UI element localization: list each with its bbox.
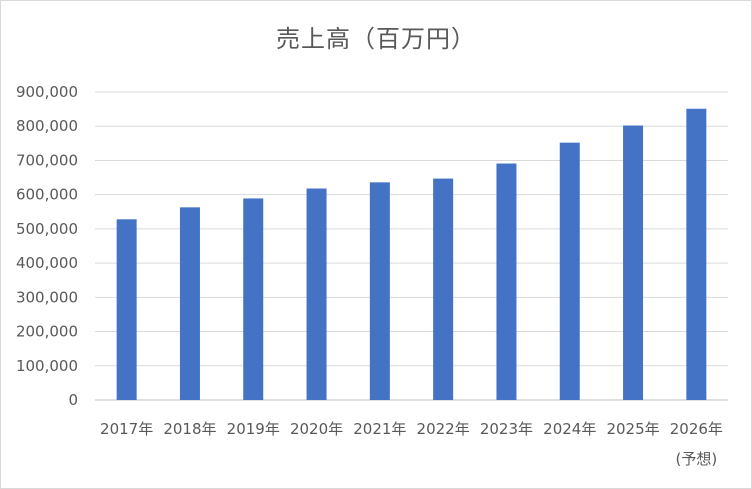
bar bbox=[243, 198, 264, 400]
x-tick-label: 2021年 bbox=[353, 420, 406, 438]
bar bbox=[433, 178, 454, 400]
bar bbox=[623, 125, 644, 400]
x-tick-note: (予想) bbox=[675, 450, 717, 468]
bar bbox=[369, 182, 390, 400]
chart-title: 売上高（百万円） bbox=[276, 25, 476, 53]
x-tick-label: 2022年 bbox=[417, 420, 470, 438]
y-axis-ticks: 0 100,000 200,000 300,000 400,000 500,000 600,… bbox=[16, 83, 78, 409]
gridlines bbox=[95, 91, 728, 401]
x-tick-label: 2019年 bbox=[227, 420, 280, 438]
y-tick-label: 400,000 bbox=[16, 254, 78, 272]
x-tick-label: 2025年 bbox=[606, 420, 659, 438]
y-tick-label: 300,000 bbox=[16, 288, 78, 306]
bar bbox=[686, 108, 707, 400]
y-tick-label: 600,000 bbox=[16, 186, 78, 204]
y-tick-label: 500,000 bbox=[16, 220, 78, 238]
x-tick-label: 2024年 bbox=[543, 420, 596, 438]
bar bbox=[306, 188, 327, 400]
bar bbox=[559, 142, 580, 400]
y-tick-label: 100,000 bbox=[16, 357, 78, 375]
x-tick-label: 2026年 bbox=[670, 420, 723, 438]
y-tick-label: 200,000 bbox=[16, 323, 78, 341]
x-tick-label: 2018年 bbox=[163, 420, 216, 438]
y-tick-label: 700,000 bbox=[16, 151, 78, 169]
bars bbox=[116, 108, 707, 400]
x-tick-label: 2023年 bbox=[480, 420, 533, 438]
bar bbox=[179, 207, 200, 400]
bar bbox=[116, 219, 137, 400]
y-tick-label: 800,000 bbox=[16, 117, 78, 135]
x-axis-ticks: 2017年 2018年 2019年 2020年 2021年 2022年 2023年 2024年… bbox=[100, 420, 723, 468]
bar bbox=[496, 163, 517, 400]
x-tick-label: 2017年 bbox=[100, 420, 153, 438]
y-tick-label: 0 bbox=[68, 391, 78, 409]
x-tick-label: 2020年 bbox=[290, 420, 343, 438]
y-tick-label: 900,000 bbox=[16, 83, 78, 101]
